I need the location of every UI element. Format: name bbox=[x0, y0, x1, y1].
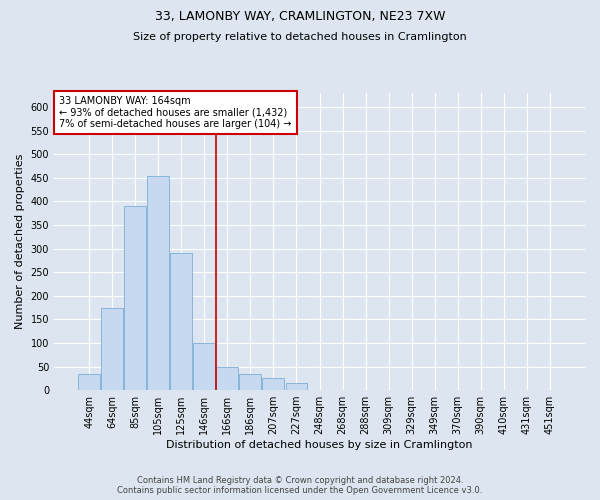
Text: 33, LAMONBY WAY, CRAMLINGTON, NE23 7XW: 33, LAMONBY WAY, CRAMLINGTON, NE23 7XW bbox=[155, 10, 445, 23]
Bar bbox=[147, 176, 169, 390]
Bar bbox=[170, 254, 192, 390]
Y-axis label: Number of detached properties: Number of detached properties bbox=[15, 154, 25, 329]
X-axis label: Distribution of detached houses by size in Cramlington: Distribution of detached houses by size … bbox=[166, 440, 473, 450]
Bar bbox=[78, 374, 100, 390]
Bar bbox=[193, 343, 215, 390]
Bar bbox=[101, 308, 123, 390]
Text: 33 LAMONBY WAY: 164sqm
← 93% of detached houses are smaller (1,432)
7% of semi-d: 33 LAMONBY WAY: 164sqm ← 93% of detached… bbox=[59, 96, 292, 129]
Bar bbox=[262, 378, 284, 390]
Text: Size of property relative to detached houses in Cramlington: Size of property relative to detached ho… bbox=[133, 32, 467, 42]
Bar bbox=[124, 206, 146, 390]
Bar bbox=[286, 383, 307, 390]
Bar bbox=[217, 366, 238, 390]
Bar bbox=[239, 374, 262, 390]
Text: Contains HM Land Registry data © Crown copyright and database right 2024.
Contai: Contains HM Land Registry data © Crown c… bbox=[118, 476, 482, 495]
